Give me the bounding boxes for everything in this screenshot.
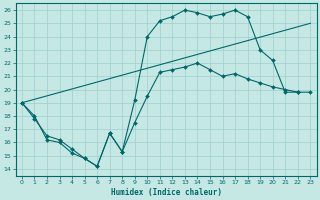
X-axis label: Humidex (Indice chaleur): Humidex (Indice chaleur)	[111, 188, 221, 197]
